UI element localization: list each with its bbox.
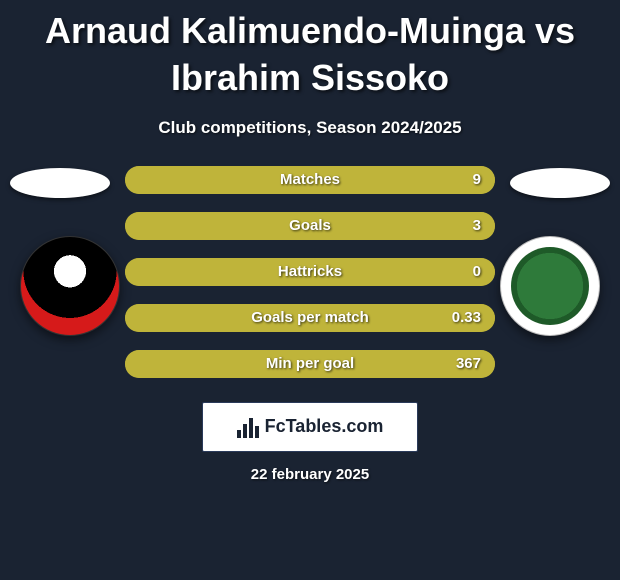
stat-bar-label: Hattricks — [125, 263, 495, 280]
left-club-crest — [20, 236, 120, 336]
stat-bar: Goals per match0.33 — [125, 304, 495, 332]
stat-bar: Goals3 — [125, 212, 495, 240]
snapshot-date: 22 february 2025 — [0, 466, 620, 483]
page-title: Arnaud Kalimuendo-Muinga vs Ibrahim Siss… — [0, 0, 620, 102]
stat-bar-value: 0.33 — [452, 309, 481, 326]
left-country-flag — [10, 168, 110, 198]
stat-bar-value: 9 — [473, 171, 481, 188]
brand-text: FcTables.com — [265, 416, 384, 437]
right-club-crest — [500, 236, 600, 336]
brand-box: FcTables.com — [202, 402, 418, 452]
bar-chart-icon — [237, 416, 259, 438]
subtitle: Club competitions, Season 2024/2025 — [0, 118, 620, 138]
stat-bar-value: 0 — [473, 263, 481, 280]
stat-bar-value: 3 — [473, 217, 481, 234]
stat-bar-value: 367 — [456, 355, 481, 372]
stat-bar: Hattricks0 — [125, 258, 495, 286]
stat-bar: Min per goal367 — [125, 350, 495, 378]
right-country-flag — [510, 168, 610, 198]
stat-bar-label: Min per goal — [125, 355, 495, 372]
stat-bars: Matches9Goals3Hattricks0Goals per match0… — [125, 166, 495, 378]
comparison-panel: Matches9Goals3Hattricks0Goals per match0… — [0, 166, 620, 483]
stat-bar-label: Goals per match — [125, 309, 495, 326]
stat-bar-label: Goals — [125, 217, 495, 234]
stat-bar: Matches9 — [125, 166, 495, 194]
stat-bar-label: Matches — [125, 171, 495, 188]
right-crest-inner — [511, 247, 589, 325]
